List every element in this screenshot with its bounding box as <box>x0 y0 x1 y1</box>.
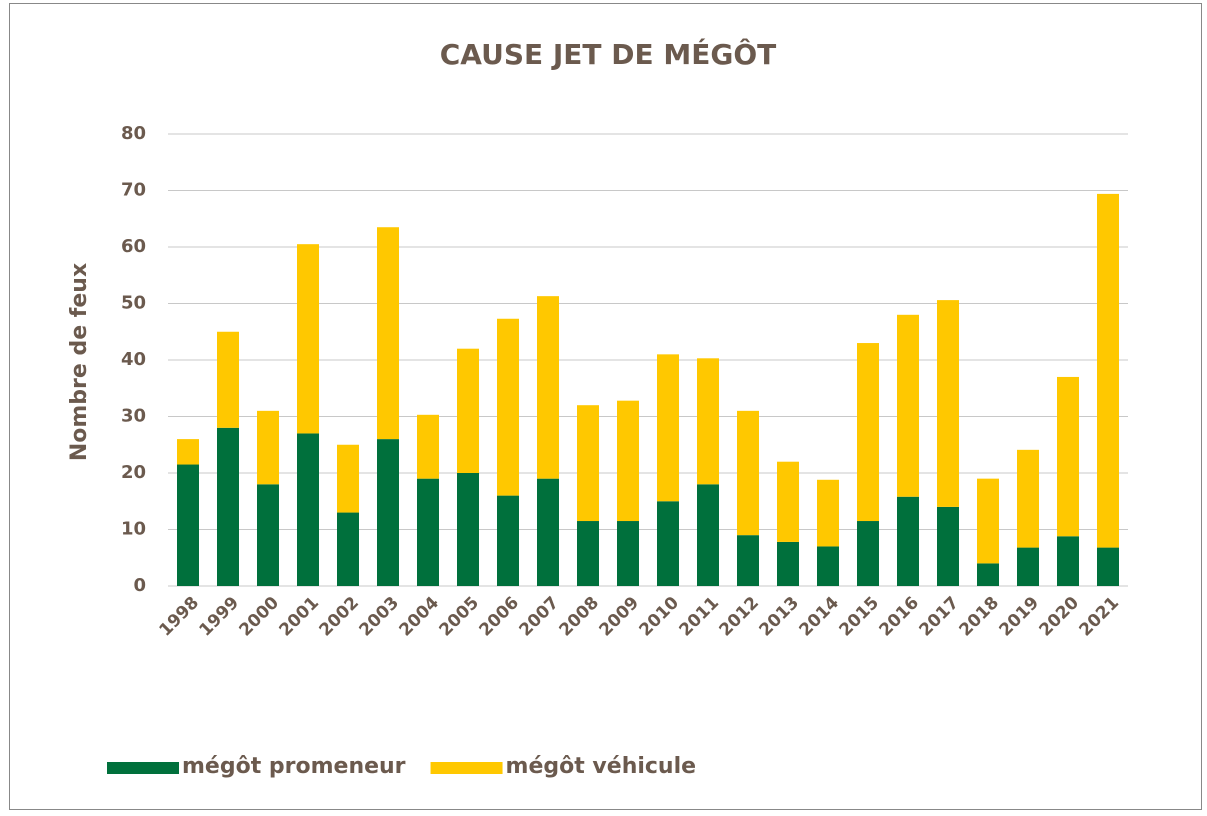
bar-segment <box>817 546 839 586</box>
bar-segment <box>617 400 639 522</box>
bar-segment <box>577 405 599 522</box>
bar-segment <box>817 479 839 547</box>
bar-segment <box>857 521 879 586</box>
bar-segment <box>537 478 559 586</box>
bar-segment <box>457 473 479 586</box>
bar-segment <box>377 227 399 440</box>
bar-segment <box>977 563 999 586</box>
bar-segment <box>1097 547 1119 586</box>
y-tick-label: 60 <box>121 236 146 257</box>
bar-segment <box>497 495 519 586</box>
bar-segment <box>737 535 759 586</box>
y-tick-label: 40 <box>121 349 146 370</box>
bar-segment <box>417 414 439 479</box>
y-axis-label: Nombre de feux <box>67 263 92 461</box>
bar-segment <box>657 501 679 586</box>
bar-segment <box>297 244 319 434</box>
bar-segment <box>337 444 359 513</box>
legend-swatch <box>430 762 503 774</box>
bar-segment <box>777 461 799 542</box>
bar-segment <box>377 439 399 586</box>
legend-swatch <box>107 762 179 774</box>
bar-segment <box>937 300 959 507</box>
legend-label: mégôt véhicule <box>506 754 697 779</box>
chart-title: CAUSE JET DE MÉGÔT <box>440 37 777 71</box>
bar-segment <box>617 521 639 586</box>
bar-segment <box>937 506 959 586</box>
y-tick-label: 0 <box>133 575 146 596</box>
bar-segment <box>1097 193 1119 548</box>
y-tick-label: 10 <box>121 519 146 540</box>
bar-segment <box>177 439 199 465</box>
y-tick-label: 20 <box>121 462 146 483</box>
bar-segment <box>897 314 919 497</box>
bar-segment <box>457 348 479 473</box>
bar-segment <box>657 354 679 502</box>
bar-segment <box>857 343 879 522</box>
bar-segment <box>1057 376 1079 537</box>
bar-segment <box>297 433 319 586</box>
chart-border <box>9 3 1202 810</box>
bar-segment <box>777 541 799 586</box>
bar-segment <box>337 512 359 586</box>
bar-segment <box>497 318 519 496</box>
bar-segment <box>737 410 759 536</box>
bar-segment <box>1017 547 1039 586</box>
bar-segment <box>217 331 239 428</box>
bar-segment <box>217 427 239 586</box>
bar-segment <box>177 464 199 586</box>
bar-segment <box>697 484 719 586</box>
bar-segment <box>697 358 719 485</box>
y-tick-label: 50 <box>121 293 146 314</box>
bar-segment <box>977 478 999 564</box>
bar-segment <box>897 496 919 586</box>
bar-segment <box>577 521 599 586</box>
y-tick-label: 70 <box>121 180 146 201</box>
bar-segment <box>1017 449 1039 548</box>
bar-segment <box>1057 536 1079 586</box>
bar-segment <box>537 296 559 479</box>
bar-segment <box>257 484 279 586</box>
bar-segment <box>417 478 439 586</box>
y-tick-label: 30 <box>121 406 146 427</box>
y-tick-label: 80 <box>121 123 146 144</box>
legend-label: mégôt promeneur <box>182 754 406 779</box>
bar-segment <box>257 410 279 485</box>
